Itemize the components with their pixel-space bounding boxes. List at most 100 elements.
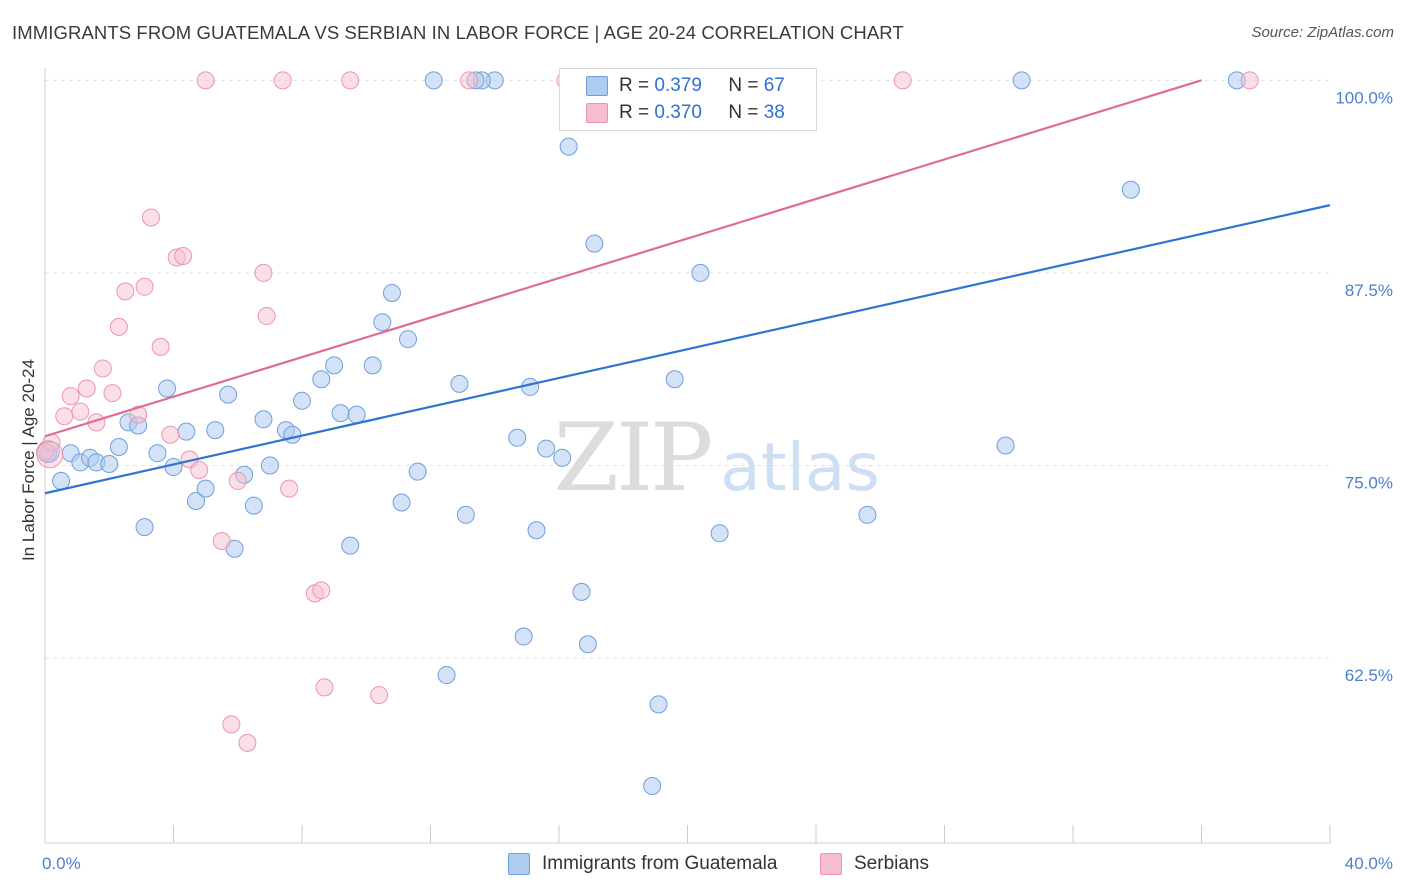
data-point-serbians bbox=[222, 715, 241, 734]
data-point-guatemala bbox=[196, 479, 215, 498]
legend-n-label: N = bbox=[728, 75, 764, 96]
data-point-serbians bbox=[254, 263, 273, 282]
x-tick-label: 40.0% bbox=[1345, 854, 1393, 873]
data-point-serbians bbox=[129, 405, 148, 424]
series-serbians-points bbox=[36, 71, 1259, 752]
data-point-guatemala bbox=[293, 391, 311, 410]
data-point-guatemala bbox=[186, 491, 205, 510]
data-point-serbians bbox=[273, 71, 292, 90]
data-point-guatemala bbox=[858, 505, 877, 524]
data-point-guatemala bbox=[177, 422, 196, 441]
legend-n-label: N = bbox=[728, 102, 764, 123]
data-point-guatemala bbox=[572, 582, 591, 601]
chart-title: IMMIGRANTS FROM GUATEMALA VS SERBIAN IN … bbox=[12, 22, 904, 43]
data-point-serbians bbox=[109, 317, 128, 336]
data-point-serbians bbox=[77, 379, 96, 398]
data-point-guatemala bbox=[643, 776, 662, 795]
data-point-serbians bbox=[174, 246, 193, 265]
data-point-serbians bbox=[228, 471, 247, 490]
data-point-serbians bbox=[315, 678, 334, 697]
legend-swatch-guatemala bbox=[508, 853, 530, 875]
watermark-atlas: atlas bbox=[720, 429, 880, 506]
data-point-guatemala bbox=[649, 695, 668, 714]
data-point-guatemala bbox=[559, 137, 578, 156]
data-point-serbians bbox=[280, 479, 299, 498]
data-point-guatemala bbox=[219, 385, 238, 404]
legend-n-value-blue: 67 bbox=[763, 75, 785, 96]
data-point-serbians bbox=[341, 71, 360, 90]
data-point-guatemala bbox=[537, 439, 556, 458]
data-point-guatemala bbox=[399, 330, 418, 349]
data-point-guatemala bbox=[527, 521, 546, 540]
legend-n-value-pink: 38 bbox=[763, 102, 785, 123]
data-point-guatemala bbox=[341, 536, 360, 555]
data-point-guatemala bbox=[1012, 71, 1031, 90]
data-point-guatemala bbox=[382, 283, 401, 302]
data-point-serbians bbox=[103, 384, 122, 403]
legend-label-serbians: Serbians bbox=[854, 853, 929, 874]
y-tick-labels: 100.0% 87.5% 75.0% 62.5% bbox=[1335, 88, 1393, 685]
data-point-guatemala bbox=[331, 404, 350, 423]
trend-lines bbox=[44, 79, 1331, 495]
data-point-guatemala bbox=[373, 313, 392, 332]
data-point-serbians bbox=[55, 407, 74, 426]
data-point-serbians bbox=[71, 402, 90, 421]
data-point-guatemala bbox=[456, 505, 475, 524]
legend-item-serbians: Serbians bbox=[820, 852, 929, 876]
data-point-guatemala bbox=[260, 456, 279, 475]
data-point-serbians bbox=[61, 387, 80, 406]
data-point-guatemala bbox=[508, 428, 527, 447]
data-point-serbians bbox=[135, 277, 154, 296]
data-point-guatemala bbox=[553, 448, 572, 467]
watermark-zip: ZIP bbox=[554, 404, 711, 513]
data-point-guatemala bbox=[347, 405, 366, 424]
y-tick-label: 100.0% bbox=[1335, 88, 1393, 107]
data-point-guatemala bbox=[392, 493, 411, 512]
data-point-guatemala bbox=[578, 635, 597, 654]
data-point-guatemala bbox=[206, 421, 225, 440]
data-point-guatemala bbox=[158, 379, 177, 398]
trend-line-serbians bbox=[44, 79, 1202, 438]
data-point-guatemala bbox=[109, 438, 128, 457]
data-point-guatemala bbox=[254, 410, 273, 429]
data-point-guatemala bbox=[325, 356, 344, 375]
legend-swatch-blue bbox=[586, 76, 608, 96]
legend-label-guatemala: Immigrants from Guatemala bbox=[542, 853, 778, 874]
legend-r-value-pink: 0.370 bbox=[654, 102, 702, 123]
data-point-serbians bbox=[212, 532, 231, 551]
data-point-guatemala bbox=[450, 374, 469, 393]
data-point-guatemala bbox=[437, 666, 456, 685]
data-point-serbians bbox=[190, 461, 209, 480]
data-point-serbians bbox=[36, 441, 64, 469]
data-point-guatemala bbox=[135, 518, 154, 537]
data-point-guatemala bbox=[164, 458, 183, 477]
data-point-serbians bbox=[116, 282, 135, 301]
data-point-serbians bbox=[142, 208, 161, 227]
trend-line-guatemala bbox=[44, 204, 1331, 495]
data-point-guatemala bbox=[514, 627, 533, 646]
gridlines bbox=[45, 79, 1330, 659]
series-guatemala-points bbox=[36, 71, 1246, 795]
data-point-guatemala bbox=[312, 370, 331, 389]
legend-swatch-serbians bbox=[820, 853, 842, 875]
data-point-serbians bbox=[196, 71, 215, 90]
watermark: ZIP atlas bbox=[554, 404, 880, 513]
data-point-serbians bbox=[893, 71, 912, 90]
y-tick-label: 75.0% bbox=[1345, 474, 1393, 493]
data-point-guatemala bbox=[665, 370, 684, 389]
data-point-guatemala bbox=[52, 471, 71, 490]
data-point-serbians bbox=[370, 686, 389, 705]
data-point-guatemala bbox=[710, 524, 729, 543]
legend-r-label: R = bbox=[619, 75, 655, 96]
legend-r-value-blue: 0.379 bbox=[654, 75, 702, 96]
correlation-legend: R = 0.379 N = 67 R = 0.370 N = 38 bbox=[559, 68, 817, 131]
legend-r-label: R = bbox=[619, 102, 655, 123]
x-tick-labels: 0.0% 40.0% bbox=[42, 854, 1393, 873]
y-axis-label: In Labor Force | Age 20-24 bbox=[19, 359, 38, 561]
data-point-guatemala bbox=[408, 462, 427, 481]
legend-swatch-pink bbox=[586, 103, 608, 123]
data-point-guatemala bbox=[283, 425, 302, 444]
data-point-guatemala bbox=[363, 356, 382, 375]
data-point-guatemala bbox=[1121, 180, 1140, 199]
